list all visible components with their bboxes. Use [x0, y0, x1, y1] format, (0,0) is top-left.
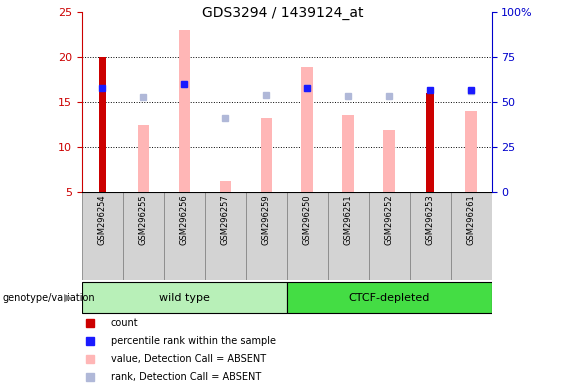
Bar	[123, 192, 164, 280]
Text: GSM296257: GSM296257	[221, 195, 230, 245]
Bar	[260, 118, 272, 192]
Bar	[246, 192, 287, 280]
Bar	[179, 30, 190, 192]
Bar	[205, 192, 246, 280]
Bar	[328, 192, 369, 280]
Text: genotype/variation: genotype/variation	[3, 293, 95, 303]
Bar	[220, 181, 231, 192]
Bar	[302, 66, 313, 192]
Bar	[384, 130, 395, 192]
Text: GSM296252: GSM296252	[385, 195, 394, 245]
Bar	[164, 192, 205, 280]
Bar	[342, 115, 354, 192]
Bar	[99, 56, 106, 192]
Bar	[451, 192, 492, 280]
Text: GSM296250: GSM296250	[303, 195, 312, 245]
Text: GSM296253: GSM296253	[425, 195, 434, 245]
Text: GSM296254: GSM296254	[98, 195, 107, 245]
Bar	[369, 192, 410, 280]
Bar	[466, 111, 477, 192]
Text: GSM296259: GSM296259	[262, 195, 271, 245]
Text: GSM296261: GSM296261	[467, 195, 476, 245]
Text: ▶: ▶	[63, 293, 72, 303]
Text: GSM296256: GSM296256	[180, 195, 189, 245]
Text: rank, Detection Call = ABSENT: rank, Detection Call = ABSENT	[111, 372, 261, 382]
Bar	[138, 125, 149, 192]
Bar	[82, 282, 287, 313]
Text: count: count	[111, 318, 138, 328]
Text: value, Detection Call = ABSENT: value, Detection Call = ABSENT	[111, 354, 266, 364]
Text: percentile rank within the sample: percentile rank within the sample	[111, 336, 276, 346]
Bar	[287, 282, 492, 313]
Text: CTCF-depleted: CTCF-depleted	[349, 293, 430, 303]
Bar	[287, 192, 328, 280]
Text: GDS3294 / 1439124_at: GDS3294 / 1439124_at	[202, 6, 363, 20]
Text: GSM296255: GSM296255	[139, 195, 148, 245]
Text: wild type: wild type	[159, 293, 210, 303]
Bar	[410, 192, 451, 280]
Text: GSM296251: GSM296251	[344, 195, 353, 245]
Bar	[82, 192, 123, 280]
Bar	[427, 93, 434, 192]
